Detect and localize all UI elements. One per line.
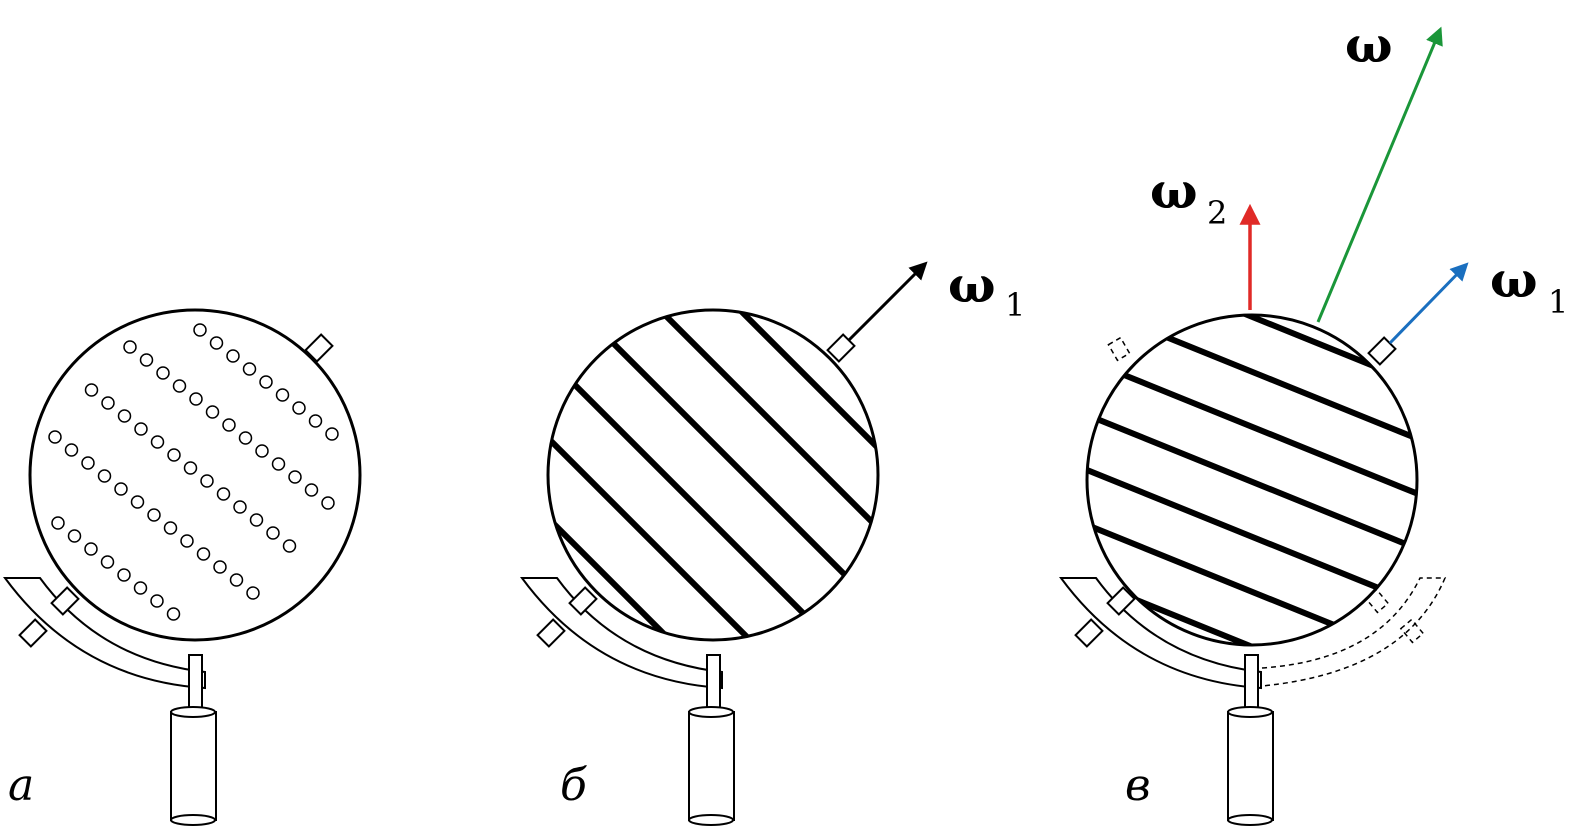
panel-label-c: в: [1125, 760, 1151, 811]
dot: [183, 461, 198, 475]
globe-stand-a: [3, 577, 217, 826]
dot: [84, 542, 98, 556]
dot: [48, 430, 62, 444]
dot: [64, 443, 79, 457]
dot: [196, 547, 211, 561]
panel-label-a: а: [8, 760, 34, 811]
dot: [100, 555, 115, 569]
dot: [130, 495, 145, 509]
dot-rows-a: [48, 323, 339, 621]
dot: [266, 526, 280, 540]
dot: [172, 379, 187, 393]
panel-label-b: б: [560, 760, 587, 811]
dot: [150, 435, 165, 449]
stand-previous-position-c: [1107, 336, 1447, 687]
dot: [226, 349, 240, 363]
dot: [308, 414, 323, 428]
dot: [200, 474, 214, 488]
dot: [67, 529, 82, 543]
dot: [189, 392, 203, 406]
omega1-label-b: ω: [948, 255, 996, 314]
globe-stand-c: [1059, 577, 1274, 826]
dot: [166, 607, 181, 621]
dot: [255, 444, 269, 458]
dot: [282, 539, 297, 553]
axis-pin-a: [304, 333, 334, 363]
dot: [222, 418, 236, 432]
dot: [167, 448, 181, 462]
omega-label-c: ω: [1345, 15, 1393, 74]
dot: [150, 594, 164, 608]
dot: [134, 422, 148, 436]
dot: [292, 401, 306, 415]
dot: [117, 409, 132, 423]
dot: [101, 396, 115, 410]
dot: [133, 581, 148, 595]
omega2-label-c: ω: [1150, 161, 1198, 220]
dot: [213, 560, 227, 574]
omega2-subscript-c: 2: [1207, 194, 1227, 232]
dot: [288, 470, 302, 484]
dot: [209, 336, 224, 350]
dot: [51, 516, 65, 530]
dot: [246, 586, 260, 600]
dot: [97, 469, 112, 483]
dot: [304, 483, 319, 497]
dot: [163, 521, 178, 535]
dot: [84, 383, 99, 397]
omega-arrow-c: [1316, 26, 1443, 323]
globe-a: [28, 308, 362, 642]
omega1-subscript-c: 1: [1548, 283, 1568, 321]
globe-stand-b: [520, 577, 735, 826]
omega1-subscript-b: 1: [1005, 286, 1025, 324]
dot: [321, 496, 335, 510]
omega1-label-c: ω: [1490, 250, 1538, 309]
omega1-arrow-c: [1388, 262, 1469, 345]
dot: [114, 482, 128, 496]
dot: [123, 340, 137, 354]
dot: [147, 508, 161, 522]
dot: [139, 353, 154, 367]
dot: [233, 500, 247, 514]
dot: [249, 513, 264, 527]
dot: [229, 573, 244, 587]
panel-b: ω 1 б: [520, 255, 1025, 826]
dot: [81, 456, 95, 470]
dot: [271, 457, 286, 471]
dot: [325, 427, 339, 441]
dot: [117, 568, 131, 582]
omega1-arrow-b: [847, 261, 928, 342]
globe-b: [546, 308, 880, 642]
dot: [259, 375, 273, 389]
axis-pin-b: [826, 333, 856, 363]
panel-c: ω ω 2 ω 1 в: [1059, 15, 1568, 826]
panel-a: а: [3, 308, 362, 826]
dot: [242, 362, 257, 376]
axis-pin-c: [1367, 336, 1397, 366]
dot: [238, 431, 253, 445]
dot: [216, 487, 231, 501]
dot: [193, 323, 207, 337]
dot: [275, 388, 290, 402]
dot: [180, 534, 194, 548]
dot: [156, 366, 170, 380]
dot: [205, 405, 220, 419]
